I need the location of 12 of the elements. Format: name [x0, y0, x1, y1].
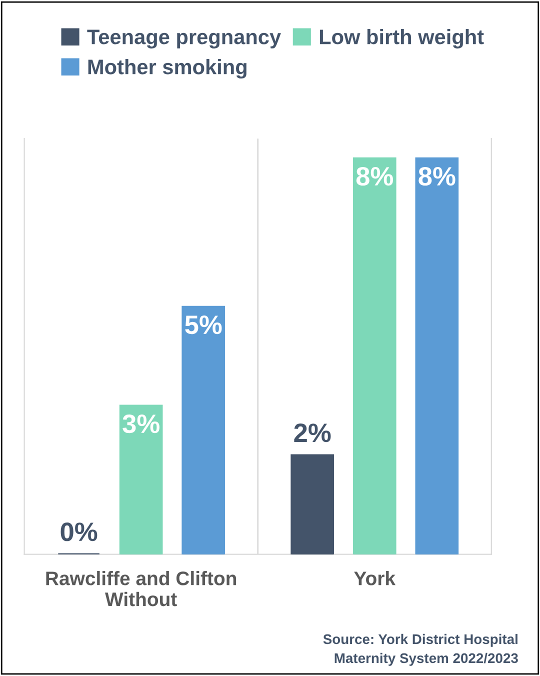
source-note: Source: York District Hospital Maternity System 2022/2023 — [323, 634, 518, 666]
legend-label: Teenage pregnancy — [87, 30, 281, 49]
x-tick-label: Rawcliffe and Clifton Without — [46, 570, 236, 606]
data-label: 5% — [185, 316, 222, 334]
legend-label: Mother smoking — [88, 59, 246, 79]
data-label: 3% — [122, 414, 160, 434]
x-tick-label: York — [354, 570, 396, 586]
legend-label: Low birth weight — [320, 29, 484, 49]
data-label: 8% — [418, 166, 456, 186]
data-label: 2% — [294, 424, 331, 442]
data-label: 0% — [60, 522, 98, 542]
data-label: 8% — [356, 166, 393, 186]
